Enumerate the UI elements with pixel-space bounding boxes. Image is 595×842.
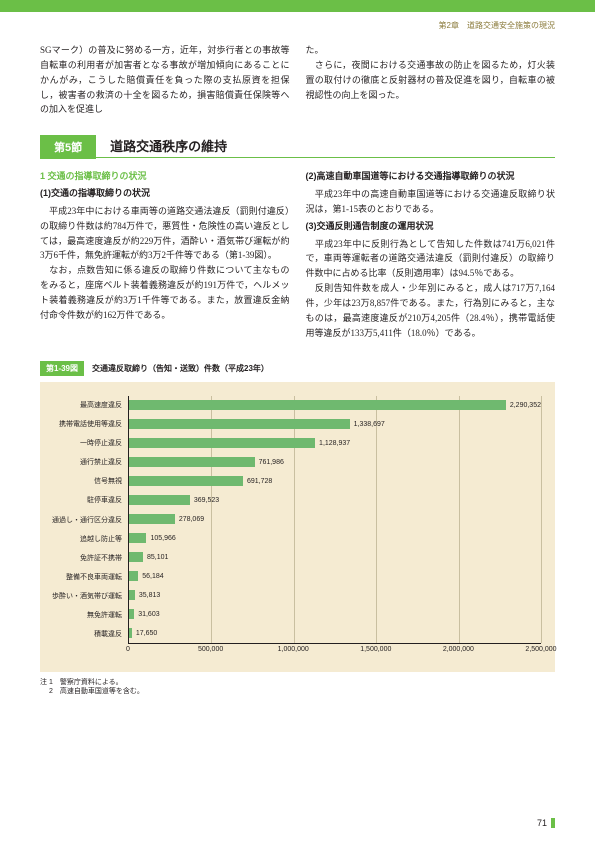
bar — [129, 495, 190, 505]
y-axis-label: 携帯電話使用等違反 — [50, 415, 126, 434]
bar-row: 691,728 — [129, 472, 541, 491]
chart-tab: 第1-39図 — [40, 361, 84, 376]
page-number-text: 71 — [537, 818, 547, 828]
bar-row: 56,184 — [129, 567, 541, 586]
y-axis-label: 追越し防止等 — [50, 529, 126, 548]
bar-row: 35,813 — [129, 586, 541, 605]
section-title: 道路交通秩序の維持 — [96, 136, 555, 158]
bar — [129, 419, 350, 429]
bar-row: 1,128,937 — [129, 434, 541, 453]
subheading-3: (3)交通反則通告制度の運用状況 — [306, 219, 556, 234]
y-axis: 最高速度違反携帯電話使用等違反一時停止違反通行禁止違反信号無視駐停車違反通過し・… — [50, 396, 126, 644]
y-axis-label: 積載違反 — [50, 624, 126, 643]
y-axis-label: 最高速度違反 — [50, 396, 126, 415]
x-axis-tick: 500,000 — [198, 646, 223, 653]
bar — [129, 457, 255, 467]
subheading-1: (1)交通の指導取締りの状況 — [40, 186, 290, 201]
bar-row: 761,986 — [129, 453, 541, 472]
plot-area: 2,290,352 1,338,697 1,128,937 761,986 691,72… — [128, 396, 541, 644]
bar-row: 278,069 — [129, 510, 541, 529]
y-axis-label: 歩酔い・酒気帯び運転 — [50, 586, 126, 605]
y-axis-label: 駐停車違反 — [50, 491, 126, 510]
note-1: 1 警察庁資料による。 — [49, 679, 123, 686]
bar-value-label: 369,523 — [190, 497, 219, 504]
bar-value-label: 35,813 — [135, 592, 160, 599]
y-axis-label: 一時停止違反 — [50, 434, 126, 453]
bar — [129, 476, 243, 486]
bar-value-label: 17,650 — [132, 630, 157, 637]
bar-row: 31,603 — [129, 605, 541, 624]
intro-right: た。 さらに，夜間における交通事故の防止を図るため，灯火装置の取付けの徹底と反射… — [306, 43, 556, 117]
bar-row: 2,290,352 — [129, 396, 541, 415]
x-axis-tick: 1,000,000 — [278, 646, 309, 653]
section-badge: 第5節 — [40, 135, 96, 159]
bar — [129, 552, 143, 562]
subheading-2: (2)高速自動車国道等における交通指導取締りの状況 — [306, 169, 556, 184]
chart-area: 最高速度違反携帯電話使用等違反一時停止違反通行禁止違反信号無視駐停車違反通過し・… — [50, 396, 545, 664]
x-axis-tick: 2,000,000 — [443, 646, 474, 653]
y-axis-label: 通過し・通行区分違反 — [50, 510, 126, 529]
bar-value-label: 761,986 — [255, 459, 284, 466]
bar-row: 1,338,697 — [129, 415, 541, 434]
bar — [129, 571, 138, 581]
body-right-text-1: 平成23年中の高速自動車国道等における交通違反取締り状況は，第1-15表のとおり… — [306, 187, 556, 217]
chapter-label: 第2章 道路交通安全施策の現況 — [0, 12, 595, 43]
chart-notes: 注 1 警察庁資料による。 注 2 高速自動車国道等を含む。 — [40, 678, 555, 698]
chart-title-bar: 第1-39図 交通違反取締り（告知・送致）件数（平成23年） — [40, 361, 555, 376]
body-left-text: 平成23年中における車両等の道路交通法違反（罰則付違反）の取締り件数は約784万… — [40, 204, 290, 323]
bar-value-label: 56,184 — [138, 573, 163, 580]
bar-value-label: 1,338,697 — [350, 421, 385, 428]
y-axis-label: 通行禁止違反 — [50, 453, 126, 472]
bar-value-label: 691,728 — [243, 478, 272, 485]
chart-title: 交通違反取締り（告知・送致）件数（平成23年） — [84, 363, 269, 374]
body-right-text-2: 平成23年中に反則行為として告知した件数は741万6,021件で，車両等運転者の… — [306, 237, 556, 341]
gridline — [541, 396, 542, 643]
bar-value-label: 85,101 — [143, 554, 168, 561]
bar-row: 17,650 — [129, 624, 541, 643]
note-2: 2 高速自動車国道等を含む。 — [49, 688, 144, 695]
bar — [129, 514, 175, 524]
bar — [129, 400, 506, 410]
y-axis-label: 整備不良車両運転 — [50, 567, 126, 586]
x-axis: 0500,0001,000,0001,500,0002,000,0002,500… — [128, 646, 541, 662]
top-strip — [0, 0, 595, 12]
y-axis-label: 免許証不携帯 — [50, 548, 126, 567]
x-axis-tick: 0 — [126, 646, 130, 653]
bar-value-label: 278,069 — [175, 516, 204, 523]
bar-value-label: 105,966 — [146, 535, 175, 542]
section-header: 第5節 道路交通秩序の維持 — [40, 135, 555, 159]
bar — [129, 438, 315, 448]
bar-row: 369,523 — [129, 491, 541, 510]
x-axis-tick: 2,500,000 — [525, 646, 556, 653]
body-columns: 1 交通の指導取締りの状況 (1)交通の指導取締りの状況 平成23年中における車… — [40, 169, 555, 340]
x-axis-tick: 1,500,000 — [360, 646, 391, 653]
bar-value-label: 1,128,937 — [315, 440, 350, 447]
intro-left: SGマーク）の普及に努める一方，近年，対歩行者との事故等自転車の利用者が加害者と… — [40, 43, 290, 117]
bar-value-label: 31,603 — [134, 611, 159, 618]
bar-row: 105,966 — [129, 529, 541, 548]
y-axis-label: 信号無視 — [50, 472, 126, 491]
note-prefix: 注 — [40, 679, 47, 686]
y-axis-label: 無免許運転 — [50, 605, 126, 624]
bar — [129, 533, 146, 543]
intro-columns: SGマーク）の普及に努める一方，近年，対歩行者との事故等自転車の利用者が加害者と… — [40, 43, 555, 117]
page-number-bar — [551, 818, 555, 828]
page-number: 71 — [537, 818, 555, 828]
heading-green-1: 1 交通の指導取締りの状況 — [40, 169, 290, 184]
chart-box: 最高速度違反携帯電話使用等違反一時停止違反通行禁止違反信号無視駐停車違反通過し・… — [40, 382, 555, 672]
bar-value-label: 2,290,352 — [506, 402, 541, 409]
bar-row: 85,101 — [129, 548, 541, 567]
